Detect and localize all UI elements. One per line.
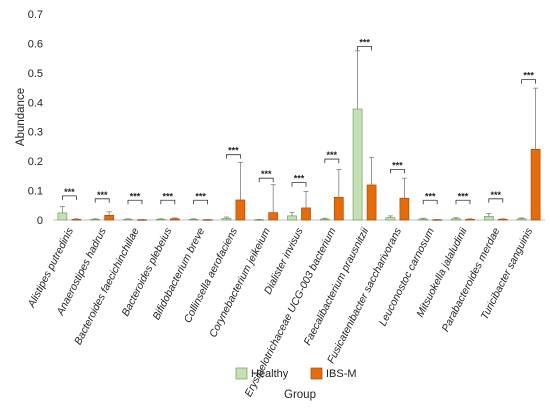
significance-bracket <box>324 158 340 164</box>
significance-label: *** <box>163 191 174 201</box>
y-tick-label: 0.2 <box>28 156 43 168</box>
significance-bracket <box>390 168 405 174</box>
significance-bracket <box>226 154 241 159</box>
significance-label: *** <box>294 174 305 184</box>
significance-bracket <box>62 195 77 200</box>
bar-healthy <box>385 217 396 221</box>
bar-healthy <box>188 219 199 221</box>
y-tick-label: 0.7 <box>28 9 43 21</box>
significance-label: *** <box>228 146 239 156</box>
significance-label: *** <box>130 191 141 201</box>
bar-ibs-m <box>333 196 344 221</box>
legend-label-ibs-m: IBS-M <box>326 368 357 380</box>
significance-bracket <box>291 182 307 187</box>
x-axis-title: Group <box>284 389 316 401</box>
significance-bracket <box>422 199 438 205</box>
x-tick-label: Faecalibacterium prausnitzii <box>301 225 371 347</box>
significance-bracket <box>521 79 536 84</box>
bar-healthy <box>418 218 429 221</box>
legend-swatch-healthy <box>235 367 248 380</box>
significance-bracket <box>94 198 110 203</box>
significance-label: *** <box>327 150 338 160</box>
y-axis: 0 0.1 0.2 0.3 0.4 0.5 0.6 0.7 <box>28 9 43 227</box>
bar-ibs-m <box>104 214 115 221</box>
significance-bracket <box>455 199 471 205</box>
significance-label: *** <box>425 191 436 201</box>
significance-label: *** <box>97 190 108 200</box>
significance-label: *** <box>458 191 469 201</box>
significance-label: *** <box>523 71 534 81</box>
x-tick-label: Corynebacterium jeikeium <box>207 226 273 340</box>
x-tick-label: Bacteroides faecichinchillae <box>72 226 142 347</box>
significance-label: *** <box>392 160 403 170</box>
legend: Healthy IBS-M <box>235 367 357 380</box>
significance-label: *** <box>64 187 75 197</box>
bar-ibs-m <box>530 149 541 221</box>
bar-ibs-m <box>399 197 410 221</box>
y-tick-label: 0.3 <box>28 127 43 139</box>
significance-label: *** <box>261 169 272 179</box>
y-tick-label: 0.4 <box>28 97 43 109</box>
significance-bracket <box>160 199 176 205</box>
bar-ibs-m <box>366 184 377 221</box>
bar-ibs-m <box>465 219 475 221</box>
significance-bracket <box>193 199 208 205</box>
y-tick-label: 0 <box>37 215 43 227</box>
legend-swatch-ibs-m <box>310 367 323 380</box>
bar-healthy <box>319 218 330 221</box>
bar-healthy <box>287 215 297 221</box>
bar-healthy <box>57 212 68 221</box>
y-axis-title: Abundance <box>15 88 27 146</box>
significance-bracket <box>258 177 274 183</box>
bar-healthy <box>451 218 461 221</box>
bar-ibs-m <box>301 207 311 221</box>
bar-healthy <box>516 218 527 221</box>
bar-ibs-m <box>497 219 508 221</box>
significance-bracket <box>127 199 143 205</box>
x-tick-label: Parabacteroides merdae <box>440 226 503 334</box>
y-tick-label: 0.6 <box>28 38 43 50</box>
significance-label: *** <box>491 190 502 200</box>
significance-annotations: *** *** *** *** *** *** *** *** *** *** *** *** *** *… <box>62 37 536 205</box>
bar-healthy <box>483 216 494 221</box>
bar-healthy <box>90 219 101 221</box>
bar-healthy <box>221 218 232 221</box>
bar-ibs-m <box>235 199 246 221</box>
y-tick-label: 0.1 <box>28 186 43 198</box>
significance-bracket <box>357 45 372 51</box>
bar-ibs-m <box>169 218 180 221</box>
legend-label-healthy: Healthy <box>251 368 289 380</box>
significance-label: *** <box>195 191 206 201</box>
bar-healthy <box>123 219 133 221</box>
bar-ibs-m <box>71 219 82 221</box>
bar-healthy <box>352 108 363 221</box>
significance-label: *** <box>359 37 370 47</box>
bars <box>57 50 541 221</box>
bar-ibs-m <box>268 212 279 221</box>
significance-bracket <box>488 198 504 203</box>
bar-healthy <box>155 219 166 221</box>
y-tick-label: 0.5 <box>28 68 43 80</box>
